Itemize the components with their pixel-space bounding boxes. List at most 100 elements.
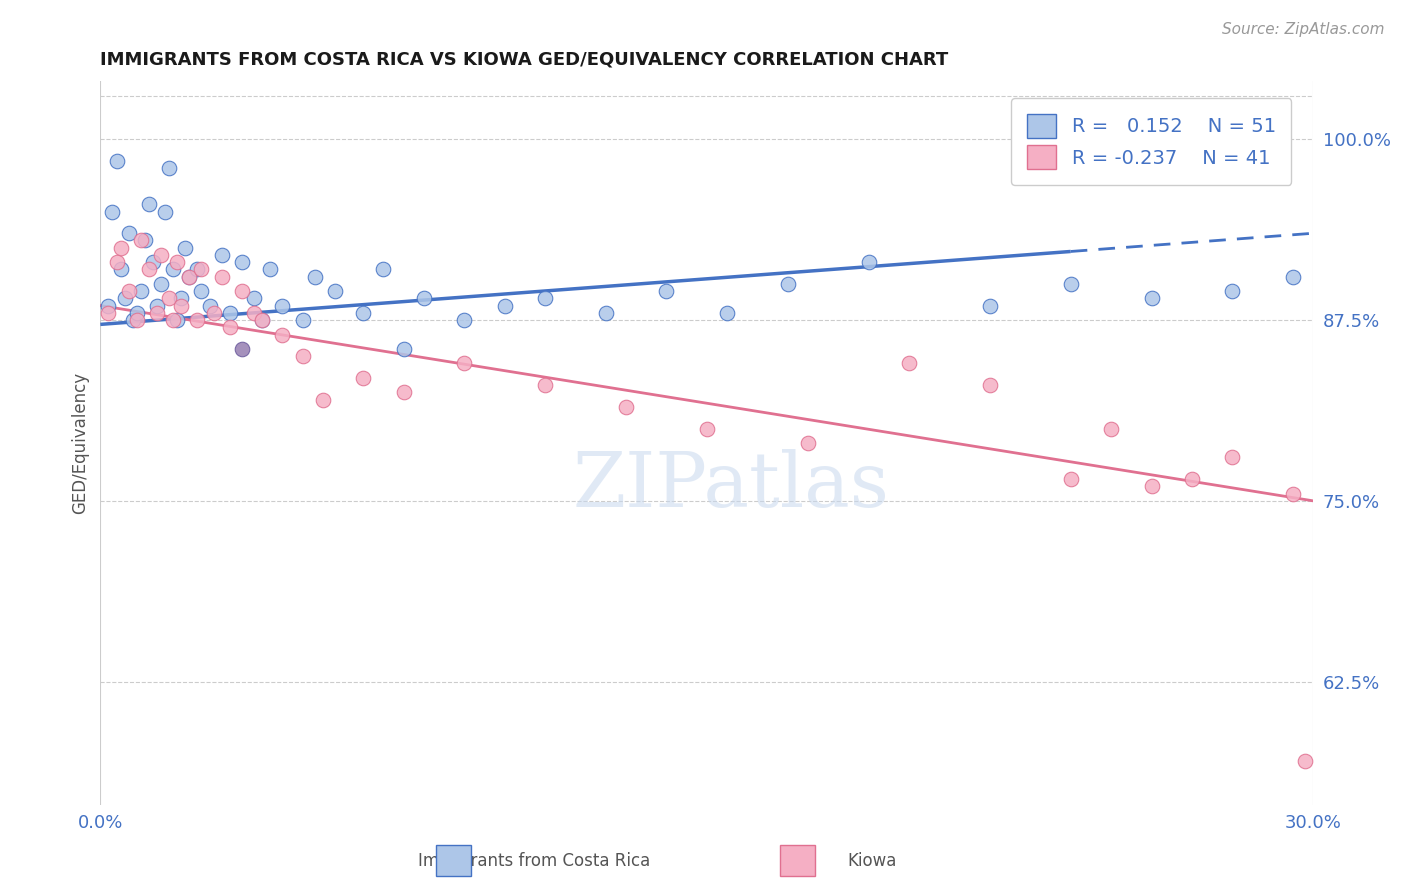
Legend: R =   0.152    N = 51, R = -0.237    N = 41: R = 0.152 N = 51, R = -0.237 N = 41 — [1011, 98, 1292, 185]
Point — [153, 204, 176, 219]
Point — [304, 269, 326, 284]
Point — [250, 313, 273, 327]
Point — [392, 385, 415, 400]
Point — [979, 299, 1001, 313]
Point — [118, 226, 141, 240]
Point — [858, 255, 880, 269]
Point — [1294, 754, 1316, 768]
Point — [121, 313, 143, 327]
Point — [1222, 284, 1244, 298]
Point — [453, 356, 475, 370]
Point — [198, 299, 221, 313]
Point — [373, 262, 395, 277]
Point — [105, 255, 128, 269]
Point — [231, 284, 253, 298]
Point — [352, 371, 374, 385]
Point — [271, 327, 294, 342]
Point — [243, 291, 266, 305]
Point — [312, 392, 335, 407]
Text: IMMIGRANTS FROM COSTA RICA VS KIOWA GED/EQUIVALENCY CORRELATION CHART: IMMIGRANTS FROM COSTA RICA VS KIOWA GED/… — [100, 51, 949, 69]
Point — [202, 306, 225, 320]
Text: Source: ZipAtlas.com: Source: ZipAtlas.com — [1222, 22, 1385, 37]
Point — [259, 262, 281, 277]
Point — [166, 313, 188, 327]
Point — [1140, 479, 1163, 493]
Point — [352, 306, 374, 320]
Point — [291, 349, 314, 363]
Point — [97, 306, 120, 320]
Point — [243, 306, 266, 320]
Point — [150, 277, 173, 291]
Point — [453, 313, 475, 327]
Point — [494, 299, 516, 313]
Point — [110, 262, 132, 277]
Point — [323, 284, 346, 298]
Point — [716, 306, 738, 320]
Point — [166, 255, 188, 269]
Point — [110, 241, 132, 255]
Point — [250, 313, 273, 327]
Y-axis label: GED/Equivalency: GED/Equivalency — [72, 372, 89, 514]
Point — [105, 153, 128, 168]
Point — [190, 262, 212, 277]
Point — [776, 277, 799, 291]
Point — [231, 342, 253, 356]
Point — [125, 306, 148, 320]
Point — [1282, 269, 1305, 284]
Text: ZIPatlas: ZIPatlas — [572, 450, 890, 524]
Point — [150, 248, 173, 262]
Point — [142, 255, 165, 269]
Point — [157, 161, 180, 176]
Point — [190, 284, 212, 298]
Point — [157, 291, 180, 305]
Point — [174, 241, 197, 255]
Point — [179, 269, 201, 284]
Point — [797, 436, 820, 450]
Point — [162, 313, 184, 327]
Point — [179, 269, 201, 284]
Point — [1282, 486, 1305, 500]
Point — [231, 255, 253, 269]
Point — [614, 400, 637, 414]
Text: Immigrants from Costa Rica: Immigrants from Costa Rica — [418, 852, 651, 870]
Point — [218, 320, 240, 334]
Point — [129, 284, 152, 298]
Point — [1060, 472, 1083, 486]
Point — [534, 378, 557, 392]
Point — [162, 262, 184, 277]
Point — [897, 356, 920, 370]
Point — [534, 291, 557, 305]
Point — [211, 248, 233, 262]
Point — [291, 313, 314, 327]
Point — [1140, 291, 1163, 305]
Point — [146, 299, 169, 313]
Point — [1222, 450, 1244, 465]
Point — [125, 313, 148, 327]
Text: Kiowa: Kiowa — [846, 852, 897, 870]
Point — [1181, 472, 1204, 486]
Point — [134, 234, 156, 248]
Point — [1099, 421, 1122, 435]
Point — [138, 262, 160, 277]
Point — [186, 313, 208, 327]
Point — [129, 234, 152, 248]
Point — [1060, 277, 1083, 291]
Point — [655, 284, 678, 298]
Point — [412, 291, 434, 305]
Point — [211, 269, 233, 284]
Point — [114, 291, 136, 305]
Point — [186, 262, 208, 277]
Point — [170, 291, 193, 305]
Point — [595, 306, 617, 320]
Point — [392, 342, 415, 356]
Point — [218, 306, 240, 320]
Point — [118, 284, 141, 298]
Point — [271, 299, 294, 313]
Point — [101, 204, 124, 219]
Point — [138, 197, 160, 211]
Point — [170, 299, 193, 313]
Point — [146, 306, 169, 320]
Point — [696, 421, 718, 435]
Point — [979, 378, 1001, 392]
Point — [97, 299, 120, 313]
